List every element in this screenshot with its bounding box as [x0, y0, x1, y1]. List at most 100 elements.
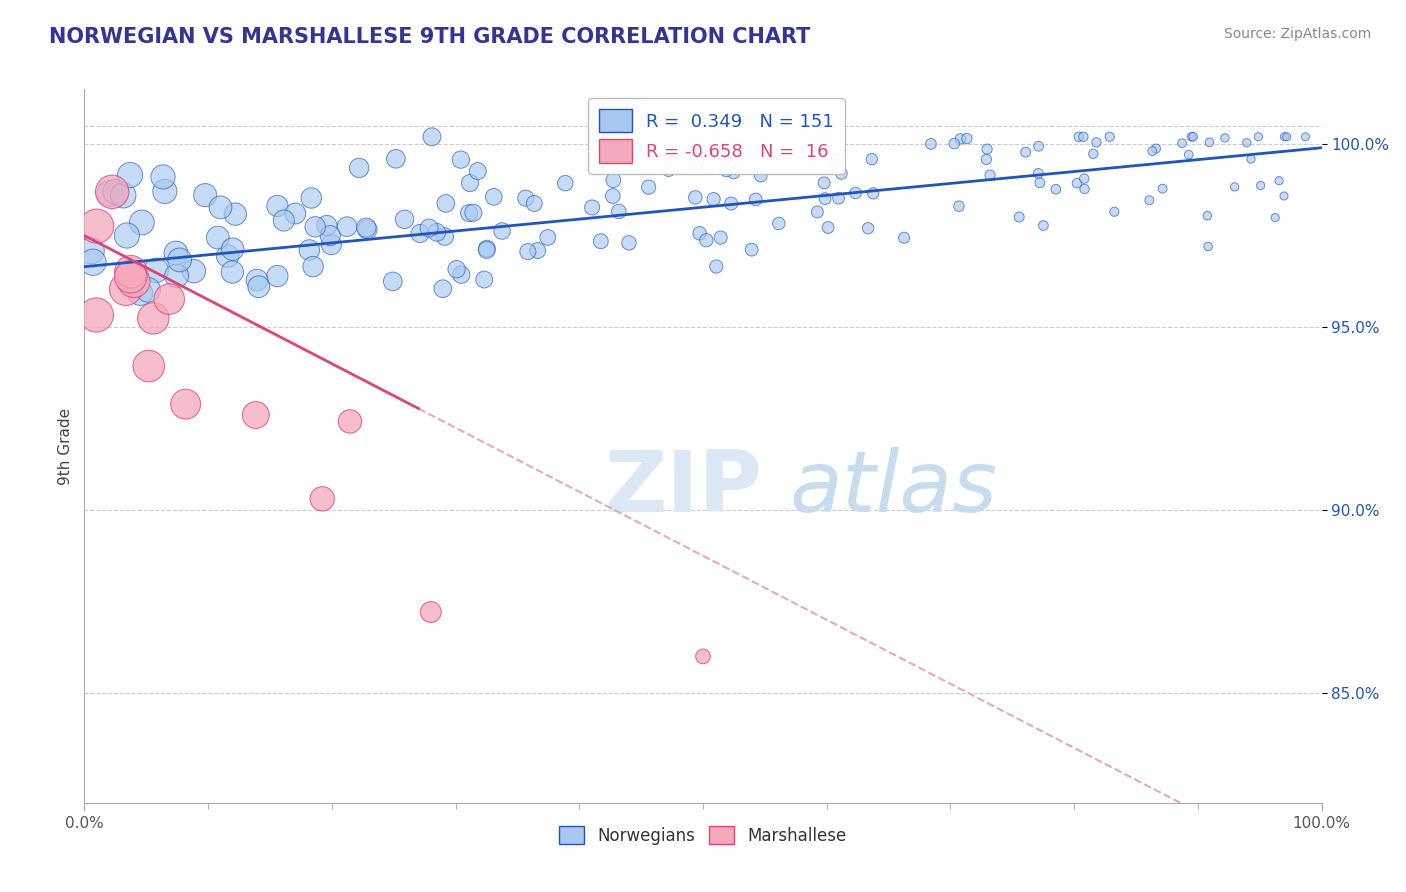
Point: [467, 164, 489, 178]
Point: [475, 242, 498, 256]
Point: [311, 491, 333, 506]
Point: [183, 264, 205, 278]
Point: [1073, 182, 1095, 196]
Point: [602, 189, 624, 203]
Point: [1213, 131, 1236, 145]
Point: [741, 243, 763, 257]
Point: [266, 199, 288, 213]
Point: [949, 132, 972, 146]
Point: [689, 227, 711, 241]
Point: [157, 292, 180, 306]
Point: [1144, 142, 1167, 156]
Point: [1250, 178, 1272, 193]
Point: [515, 191, 537, 205]
Point: [304, 219, 326, 234]
Y-axis label: 9th Grade: 9th Grade: [58, 408, 73, 484]
Point: [1294, 129, 1316, 144]
Point: [1066, 176, 1088, 190]
Point: [516, 244, 538, 259]
Point: [298, 243, 321, 257]
Point: [86, 219, 108, 234]
Point: [1268, 174, 1291, 188]
Point: [302, 260, 325, 274]
Point: [695, 233, 717, 247]
Point: [356, 220, 378, 235]
Point: [142, 311, 165, 326]
Point: [224, 207, 246, 221]
Point: [710, 230, 733, 244]
Point: [1198, 136, 1220, 150]
Point: [617, 235, 640, 250]
Point: [976, 153, 998, 167]
Point: [1028, 139, 1050, 153]
Point: [420, 129, 443, 144]
Point: [174, 397, 197, 411]
Point: [703, 192, 725, 206]
Point: [80, 244, 103, 258]
Point: [194, 188, 217, 202]
Point: [1098, 129, 1121, 144]
Point: [979, 168, 1001, 182]
Point: [704, 260, 727, 274]
Point: [122, 274, 145, 288]
Point: [450, 268, 472, 282]
Point: [426, 225, 449, 239]
Point: [686, 155, 709, 169]
Point: [120, 265, 142, 279]
Point: [526, 244, 548, 258]
Point: [166, 268, 188, 283]
Point: [153, 185, 176, 199]
Point: [862, 186, 884, 201]
Point: [1045, 182, 1067, 196]
Point: [245, 408, 267, 422]
Point: [1032, 219, 1054, 233]
Point: [221, 242, 243, 256]
Point: [217, 249, 239, 263]
Point: [637, 180, 659, 194]
Point: [830, 167, 852, 181]
Point: [1180, 129, 1202, 144]
Point: [321, 237, 343, 252]
Text: ZIP: ZIP: [605, 447, 762, 531]
Point: [347, 161, 370, 175]
Point: [1104, 204, 1126, 219]
Point: [717, 149, 740, 163]
Point: [98, 186, 121, 201]
Point: [482, 190, 505, 204]
Point: [418, 221, 440, 235]
Point: [1142, 144, 1164, 158]
Point: [152, 169, 174, 184]
Point: [956, 131, 979, 145]
Point: [607, 204, 630, 219]
Point: [1264, 211, 1286, 225]
Point: [1171, 136, 1194, 151]
Point: [1240, 152, 1263, 166]
Point: [893, 231, 915, 245]
Point: [1247, 129, 1270, 144]
Text: NORWEGIAN VS MARSHALLESE 9TH GRADE CORRELATION CHART: NORWEGIAN VS MARSHALLESE 9TH GRADE CORRE…: [49, 27, 811, 46]
Point: [472, 272, 495, 286]
Point: [716, 163, 738, 178]
Point: [943, 136, 966, 151]
Point: [169, 252, 191, 267]
Point: [1275, 129, 1298, 144]
Point: [247, 279, 270, 293]
Point: [685, 190, 707, 204]
Point: [1073, 171, 1095, 186]
Point: [1197, 239, 1219, 253]
Point: [419, 605, 441, 619]
Point: [723, 165, 745, 179]
Legend: Norwegians, Marshallese: Norwegians, Marshallese: [553, 820, 853, 852]
Point: [385, 152, 408, 166]
Point: [1083, 146, 1105, 161]
Point: [315, 219, 337, 233]
Point: [1223, 180, 1246, 194]
Point: [860, 152, 883, 166]
Point: [1026, 166, 1049, 180]
Point: [356, 222, 378, 236]
Point: [131, 215, 153, 229]
Point: [1029, 176, 1052, 190]
Text: atlas: atlas: [790, 447, 998, 531]
Point: [1008, 210, 1031, 224]
Point: [381, 274, 404, 288]
